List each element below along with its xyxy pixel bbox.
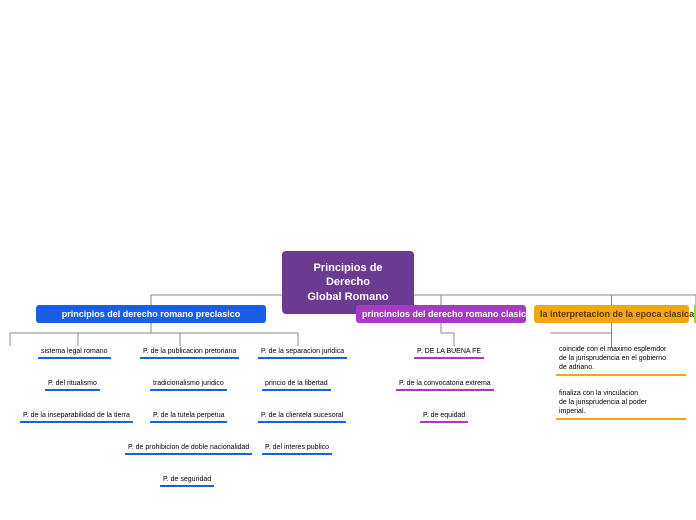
- leaf-node: P. de la clientela sucesoral: [258, 410, 346, 421]
- branch-node: principios del derecho romano preclasico: [36, 305, 266, 323]
- leaf-node: P. de prohibicion de doble nacionalidad: [125, 442, 252, 453]
- leaf-node: P. del interes publico: [262, 442, 332, 453]
- leaf-node: P. DE LA BUENA FE: [414, 346, 484, 357]
- leaf-node: P. de la convocatoria extrema: [396, 378, 494, 389]
- leaf-node: sistema legal romano: [38, 346, 111, 357]
- leaf-node: tradicionalismo juridico: [150, 378, 227, 389]
- note-node: coincide con el maximo esplemdorde la ju…: [556, 344, 686, 374]
- leaf-node: P. de la separacion juridica: [258, 346, 347, 357]
- leaf-node: P. de seguridad: [160, 474, 214, 485]
- leaf-node: P. de la tutela perpetua: [150, 410, 227, 421]
- leaf-node: P. de equidad: [420, 410, 468, 421]
- leaf-node: P. de la publicacion pretoriana: [140, 346, 239, 357]
- leaf-node: P. del ritualismo: [45, 378, 100, 389]
- note-node: finaliza con la vinculacionde la jurispr…: [556, 388, 686, 418]
- leaf-node: P. de la inseparabilidad de la tierra: [20, 410, 133, 421]
- branch-node: la interpretacion de la epoca clasica: [534, 305, 689, 323]
- branch-node: princincios del derecho romano clasico: [356, 305, 526, 323]
- leaf-node: princio de la libertad: [262, 378, 331, 389]
